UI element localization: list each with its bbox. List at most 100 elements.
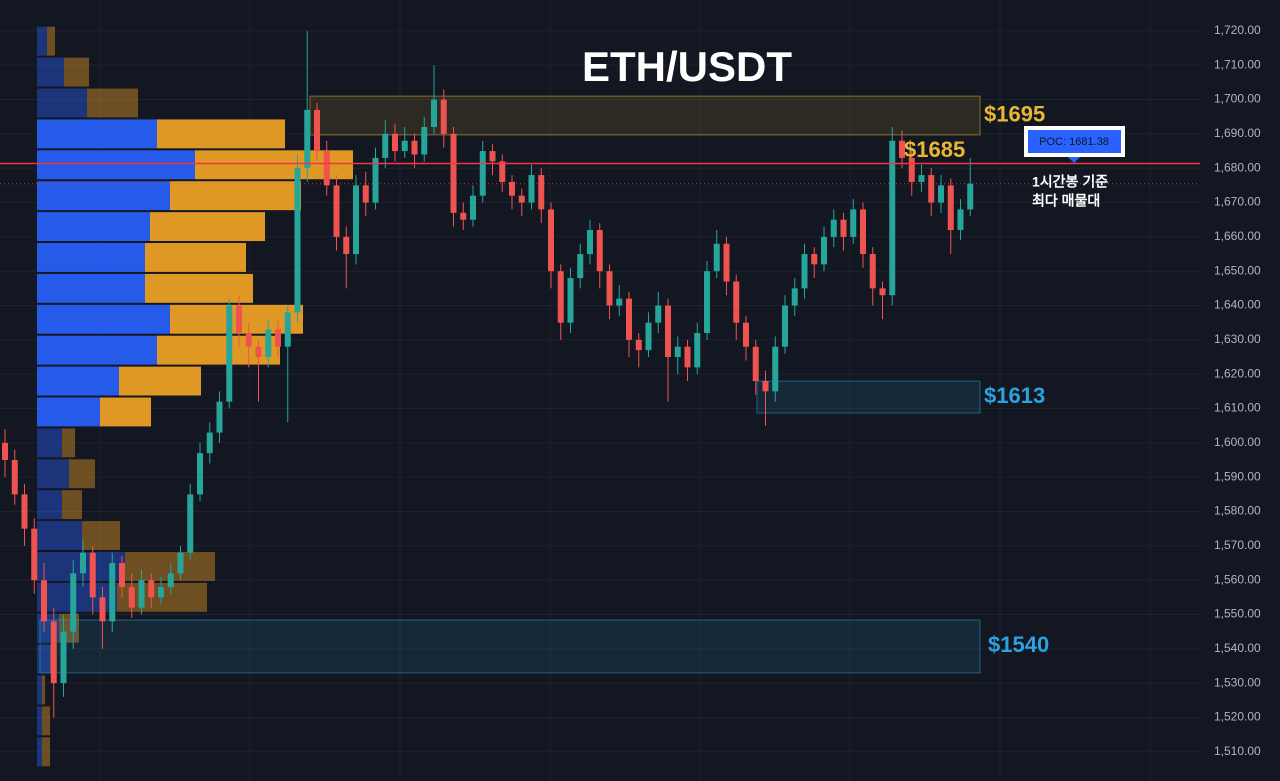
- y-tick-label: 1,620.00: [1214, 366, 1261, 380]
- candle-body: [236, 305, 242, 333]
- candle-body: [908, 157, 915, 182]
- profile-buy: [37, 181, 170, 211]
- candle-body: [752, 346, 759, 382]
- candle-body: [411, 140, 418, 155]
- candle-body: [89, 552, 96, 598]
- profile-buy: [37, 428, 62, 458]
- profile-sell: [64, 57, 89, 87]
- profile-buy: [37, 335, 157, 365]
- candle-body: [577, 254, 584, 279]
- candle-body: [596, 230, 603, 272]
- profile-sell: [62, 428, 75, 458]
- profile-sell: [62, 490, 82, 520]
- candle-body: [518, 195, 525, 203]
- candle-body: [226, 305, 233, 402]
- candle-body: [206, 432, 213, 454]
- candle-body: [470, 195, 476, 220]
- candle-body: [665, 305, 671, 358]
- candle-body: [548, 209, 554, 272]
- candle-body: [284, 312, 291, 347]
- candle-body: [177, 552, 184, 574]
- profile-buy: [37, 212, 150, 242]
- candle-body: [635, 339, 642, 351]
- candle-body: [99, 597, 106, 622]
- profile-buy: [37, 366, 119, 396]
- candle-body: [41, 580, 47, 622]
- profile-buy: [37, 397, 100, 427]
- profile-sell: [170, 181, 301, 211]
- candle-body: [333, 185, 340, 237]
- y-tick-label: 1,530.00: [1214, 675, 1261, 689]
- profile-buy: [37, 273, 145, 303]
- candle-body: [450, 133, 457, 213]
- y-tick-label: 1,610.00: [1214, 401, 1261, 415]
- candle-body: [440, 99, 447, 134]
- candle-body: [538, 175, 545, 210]
- candle-body: [314, 109, 320, 152]
- profile-sell: [42, 706, 50, 736]
- candle-body: [60, 631, 67, 684]
- y-tick-label: 1,720.00: [1214, 23, 1261, 37]
- candle-body: [860, 209, 866, 255]
- candle-body: [109, 563, 116, 622]
- profile-sell: [87, 88, 138, 118]
- candle-body: [421, 127, 428, 155]
- profile-sell: [100, 397, 151, 427]
- y-tick-label: 1,600.00: [1214, 435, 1261, 449]
- profile-sell: [157, 335, 280, 365]
- y-tick-label: 1,660.00: [1214, 229, 1261, 243]
- candle-body: [343, 236, 350, 255]
- candle-body: [830, 219, 837, 237]
- zone-label: $1613: [984, 383, 1045, 408]
- profile-buy: [37, 119, 157, 149]
- candle-body: [294, 168, 301, 313]
- candle-body: [899, 140, 905, 158]
- zone: [309, 95, 981, 136]
- candle-body: [626, 298, 632, 340]
- zone-label: $1540: [988, 632, 1049, 657]
- level-label: $1685: [904, 137, 965, 162]
- candle-body: [645, 322, 652, 351]
- y-tick-label: 1,520.00: [1214, 710, 1261, 724]
- candle-body: [509, 181, 515, 196]
- candle-body: [489, 151, 496, 162]
- zone: [39, 619, 981, 674]
- profile-sell: [42, 737, 50, 767]
- profile-buy: [37, 459, 69, 489]
- candle-body: [167, 573, 174, 588]
- candle-body: [713, 243, 720, 272]
- profile-buy: [37, 26, 47, 56]
- candle-body: [655, 305, 662, 323]
- chart-title: ETH/USDT: [582, 43, 792, 90]
- y-tick-label: 1,560.00: [1214, 572, 1261, 586]
- y-tick-label: 1,670.00: [1214, 195, 1261, 209]
- profile-buy: [37, 243, 145, 272]
- candle-body: [567, 278, 574, 323]
- candle-body: [138, 580, 145, 608]
- profile-buy: [37, 304, 170, 334]
- candle-body: [557, 271, 564, 323]
- candle-body: [606, 271, 613, 306]
- candle-body: [743, 322, 749, 347]
- profile-sell: [157, 119, 285, 149]
- y-tick-label: 1,680.00: [1214, 160, 1261, 174]
- y-tick-label: 1,630.00: [1214, 332, 1261, 346]
- y-tick-label: 1,550.00: [1214, 607, 1261, 621]
- profile-sell: [150, 212, 265, 242]
- candle-body: [382, 133, 389, 158]
- y-tick-label: 1,570.00: [1214, 538, 1261, 552]
- y-tick-label: 1,540.00: [1214, 641, 1261, 655]
- candle-body: [674, 346, 681, 358]
- y-tick-label: 1,580.00: [1214, 504, 1261, 518]
- candle-body: [723, 243, 730, 282]
- candle-body: [772, 346, 779, 392]
- candle-body: [304, 109, 311, 169]
- candle-body: [938, 185, 944, 203]
- candle-body: [50, 621, 57, 684]
- y-tick-label: 1,590.00: [1214, 469, 1261, 483]
- candle-body: [791, 288, 798, 306]
- profile-buy: [37, 88, 87, 118]
- candle-body: [401, 140, 408, 152]
